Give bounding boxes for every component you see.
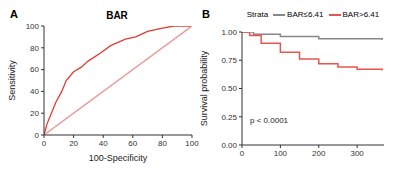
svg-text:100: 100 (274, 149, 288, 158)
svg-text:20: 20 (30, 109, 39, 118)
svg-text:0.75: 0.75 (221, 56, 237, 65)
svg-text:100: 100 (185, 139, 199, 148)
svg-text:100: 100 (26, 22, 40, 31)
svg-text:60: 60 (30, 65, 39, 74)
svg-text:0.50: 0.50 (221, 84, 237, 93)
html-text:p < 0.0001: p < 0.0001 (250, 116, 288, 125)
svg-text:200: 200 (312, 149, 326, 158)
svg-text:0: 0 (42, 139, 47, 148)
svg-text:Survival probability: Survival probability (200, 50, 209, 126)
svg-text:20: 20 (69, 139, 78, 148)
html-text:A: A (10, 8, 18, 20)
svg-text:40: 40 (99, 139, 108, 148)
svg-text:300: 300 (350, 149, 364, 158)
svg-text:0.25: 0.25 (221, 113, 237, 122)
html-text:Strata: Strata (246, 10, 269, 19)
svg-text:100-Specificity: 100-Specificity (89, 153, 148, 163)
svg-text:0: 0 (240, 149, 245, 158)
svg-text:0: 0 (35, 131, 40, 140)
html-text:B: B (202, 8, 210, 20)
html-text:BAR>6.41: BAR>6.41 (342, 10, 380, 19)
svg-text:Sensitivity: Sensitivity (8, 60, 17, 101)
svg-text:80: 80 (158, 139, 167, 148)
svg-text:0.00: 0.00 (221, 141, 237, 150)
svg-text:1.00: 1.00 (221, 28, 237, 37)
svg-text:40: 40 (30, 87, 39, 96)
svg-text:80: 80 (30, 44, 39, 53)
html-text:BAR≤6.41: BAR≤6.41 (287, 10, 324, 19)
html-text:BAR: BAR (106, 10, 128, 21)
svg-text:60: 60 (128, 139, 137, 148)
